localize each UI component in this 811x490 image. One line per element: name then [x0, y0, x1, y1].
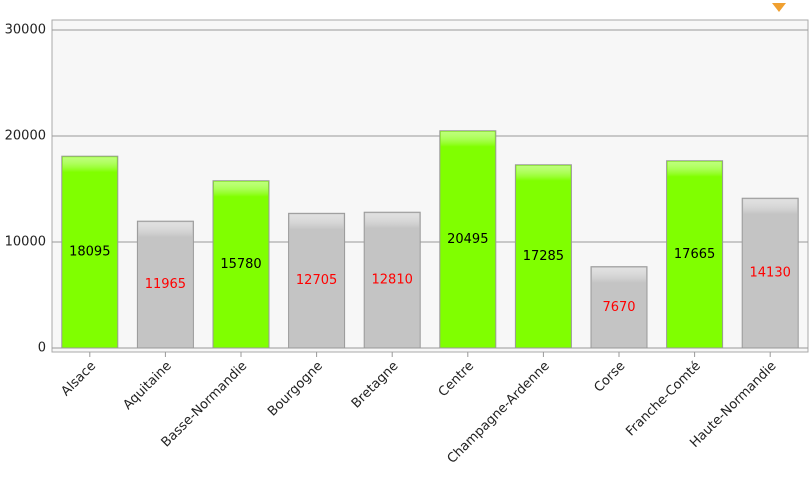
- y-tick-label: 10000: [5, 235, 46, 250]
- x-tick-label: Bretagne: [349, 359, 402, 412]
- x-tick-label: Basse-Normandie: [159, 359, 251, 451]
- bar-gloss: [743, 199, 798, 260]
- data-label: 12810: [372, 273, 413, 288]
- data-label: 20495: [447, 232, 488, 247]
- bar-gloss: [440, 131, 495, 192]
- data-label: 11965: [145, 277, 186, 292]
- data-label: 14130: [750, 266, 791, 281]
- x-tick-label: Corse: [591, 359, 628, 396]
- bar-gloss: [138, 222, 193, 283]
- data-label: 18095: [69, 245, 110, 260]
- y-tick-label: 20000: [5, 129, 46, 144]
- data-label: 17665: [674, 247, 715, 262]
- data-label: 7670: [602, 300, 635, 315]
- menu-toggle[interactable]: [772, 3, 786, 12]
- x-tick-label: Centre: [436, 359, 477, 400]
- x-tick-label: Franche-Comté: [623, 359, 704, 440]
- x-tick-label: Haute-Normandie: [687, 359, 779, 451]
- bar-gloss: [62, 157, 117, 218]
- bar-gloss: [365, 213, 420, 274]
- bar-gloss: [214, 181, 268, 242]
- data-label: 17285: [523, 249, 564, 264]
- bar-gloss: [592, 267, 646, 328]
- data-label: 12705: [296, 273, 337, 288]
- bar-gloss: [667, 161, 722, 222]
- y-tick-label: 30000: [5, 23, 46, 38]
- x-tick-label: Bourgogne: [265, 359, 326, 420]
- x-tick-label: Aquitaine: [120, 359, 174, 413]
- bar-gloss: [289, 214, 344, 275]
- bar-gloss: [516, 165, 571, 226]
- y-tick-label: 0: [38, 341, 46, 356]
- x-tick-label: Alsace: [59, 359, 100, 400]
- data-label: 15780: [220, 257, 261, 272]
